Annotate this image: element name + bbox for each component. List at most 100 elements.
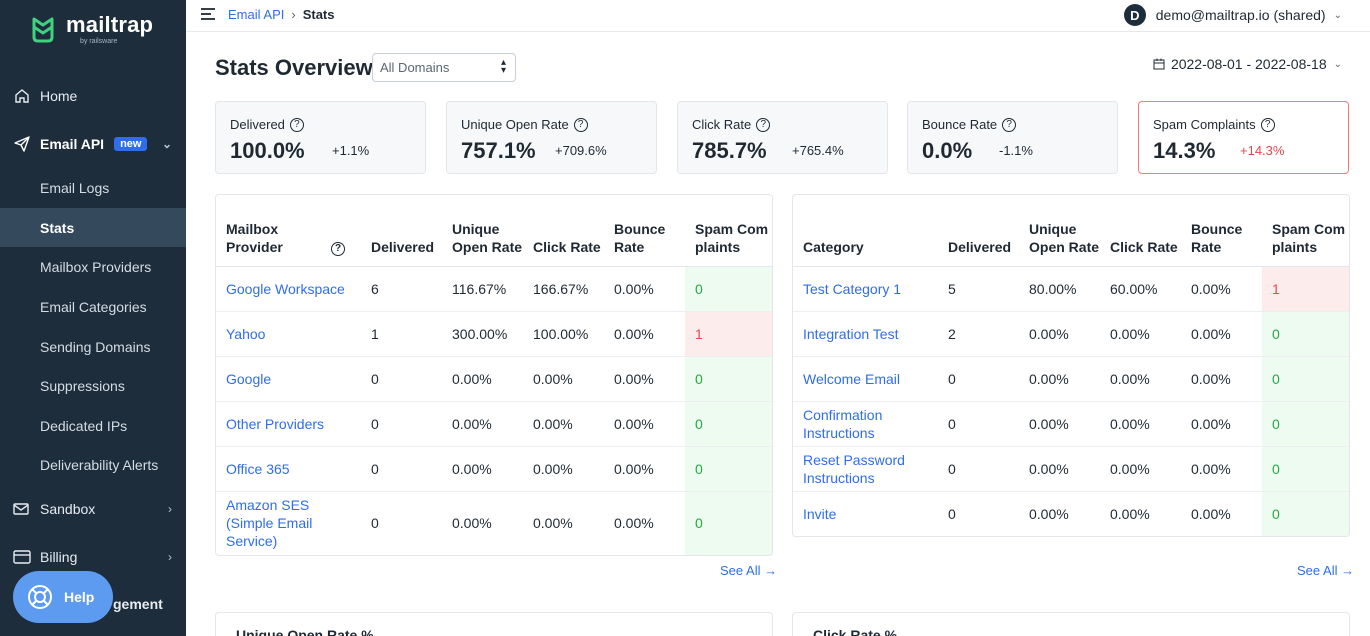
sidebar-item-deliverability-alerts[interactable]: Deliverability Alerts xyxy=(40,456,159,473)
table-cell: 0.00% xyxy=(604,401,685,447)
see-all-categories-link[interactable]: See All → xyxy=(1297,563,1355,578)
table-cell: 116.67% xyxy=(442,266,523,312)
table-cell: 0 xyxy=(361,401,442,447)
spam-cell: 1 xyxy=(1262,266,1349,312)
email-categories-table: Category Delivered Unique Open Rate Clic… xyxy=(792,194,1350,537)
chevron-down-icon: ⌄ xyxy=(1333,58,1342,70)
provider-link[interactable]: Yahoo xyxy=(216,311,361,357)
table-cell: 0.00% xyxy=(1100,446,1181,492)
logo-subtitle: by railsware xyxy=(80,38,118,45)
kpi-label: Spam Complaints xyxy=(1153,117,1256,132)
chart-title: Unique Open Rate % xyxy=(236,627,374,636)
spam-cell: 0 xyxy=(1262,491,1349,536)
mailtrap-logo-icon xyxy=(32,17,54,42)
help-icon[interactable]: ? xyxy=(1260,117,1275,132)
help-icon[interactable]: ? xyxy=(1002,117,1017,132)
breadcrumb: Email API › Stats xyxy=(228,7,335,22)
category-link[interactable]: Integration Test xyxy=(793,311,938,357)
nav-home[interactable]: Home xyxy=(0,76,186,116)
kpi-value: 757.1% xyxy=(461,138,536,163)
chevron-down-icon: ⌄ xyxy=(1333,9,1342,21)
table-cell: 0.00% xyxy=(614,515,654,532)
table-row: Welcome Email 0 0.00% 0.00% 0.00% 0 xyxy=(793,356,1349,402)
date-range-picker[interactable]: 2022-08-01 - 2022-08-18 ⌄ xyxy=(1153,56,1342,72)
table-cell: 0.00% xyxy=(1019,356,1100,402)
sidebar-item-sending-domains[interactable]: Sending Domains xyxy=(40,338,151,355)
table-row: Google 0 0.00% 0.00% 0.00% 0 xyxy=(216,356,772,402)
select-arrows-icon: ▴ ▾ xyxy=(500,57,506,76)
nav-email-api[interactable]: Email API new ⌄ xyxy=(0,124,186,164)
nav-sandbox[interactable]: Sandbox › xyxy=(0,489,186,529)
nav-home-label: Home xyxy=(40,88,78,104)
table-cell: 0.00% xyxy=(604,446,685,492)
table-row: Other Providers 0 0.00% 0.00% 0.00% 0 xyxy=(216,401,772,447)
account-menu[interactable]: D demo@mailtrap.io (shared) ⌄ xyxy=(1123,4,1342,26)
table-cell: 100.00% xyxy=(523,311,604,357)
kpi-delivered: Delivered? 100.0% +1.1% xyxy=(215,101,426,174)
sidebar-item-email-logs[interactable]: Email Logs xyxy=(40,179,110,196)
sidebar-item-stats[interactable]: Stats xyxy=(0,208,186,247)
kpi-label: Delivered xyxy=(230,117,285,132)
provider-link[interactable]: Google Workspace xyxy=(216,266,361,312)
table-cell: 1 xyxy=(361,311,442,357)
table-cell: 80.00% xyxy=(1019,266,1100,312)
table-row: Office 365 0 0.00% 0.00% 0.00% 0 xyxy=(216,446,772,492)
click-rate-chart-card: Click Rate % xyxy=(792,612,1350,636)
provider-link[interactable]: Amazon SES (Simple Email Service) xyxy=(226,497,313,550)
category-link[interactable]: Reset Password Instructions xyxy=(793,446,938,492)
help-icon[interactable]: ? xyxy=(756,117,771,132)
hamburger-menu-icon[interactable] xyxy=(200,7,216,21)
kpi-delta: -1.1% xyxy=(999,143,1033,158)
table-cell: 0.00% xyxy=(1191,505,1231,522)
column-header: Spam Complaints xyxy=(1262,195,1349,267)
table-cell: 0.00% xyxy=(442,401,523,447)
sidebar-item-suppressions[interactable]: Suppressions xyxy=(40,377,125,394)
nav-billing-label: Billing xyxy=(40,549,78,565)
sidebar-item-dedicated-ips[interactable]: Dedicated IPs xyxy=(40,417,128,434)
column-header: Spam Complaints xyxy=(685,195,772,267)
category-link[interactable]: Confirmation Instructions xyxy=(793,401,938,447)
table-cell: 0.00% xyxy=(1181,311,1262,357)
mailtrap-logo[interactable]: mailtrap by railsware xyxy=(28,14,153,45)
table-row: Yahoo 1 300.00% 100.00% 0.00% 1 xyxy=(216,311,772,357)
help-icon[interactable]: ? xyxy=(331,241,345,256)
table-cell: 0.00% xyxy=(1100,401,1181,447)
nav-account-management-label[interactable]: gement xyxy=(113,596,163,612)
kpi-spam-complaints: Spam Complaints? 14.3% +14.3% xyxy=(1138,101,1349,174)
table-cell: 0 xyxy=(361,356,442,402)
breadcrumb-email-api[interactable]: Email API xyxy=(228,7,285,22)
column-header: Click Rate xyxy=(1100,195,1181,267)
kpi-label: Bounce Rate xyxy=(922,117,998,132)
spam-cell: 0 xyxy=(1262,311,1349,357)
category-link[interactable]: Welcome Email xyxy=(793,356,938,402)
sidebar-item-mailbox-providers[interactable]: Mailbox Providers xyxy=(40,258,152,275)
new-badge: new xyxy=(114,137,148,151)
table-cell: 5 xyxy=(938,266,1019,312)
table-row: Test Category 1 5 80.00% 60.00% 0.00% 1 xyxy=(793,266,1349,312)
credit-card-icon xyxy=(13,548,31,566)
see-all-providers-link[interactable]: See All → xyxy=(720,563,778,578)
sidebar-item-email-categories[interactable]: Email Categories xyxy=(40,298,147,315)
category-link[interactable]: Test Category 1 xyxy=(793,266,938,312)
mailbox-providers-table: Mailbox Provider ? Delivered Unique Open… xyxy=(215,194,773,556)
table-cell: 60.00% xyxy=(1100,266,1181,312)
help-button[interactable]: Help xyxy=(13,571,113,623)
send-icon xyxy=(13,135,31,153)
table-cell: 0.00% xyxy=(1029,505,1069,522)
nav-billing[interactable]: Billing › xyxy=(0,537,186,577)
column-header: Category xyxy=(793,195,938,267)
provider-link[interactable]: Office 365 xyxy=(216,446,361,492)
unique-open-rate-chart-card: Unique Open Rate % xyxy=(215,612,773,636)
table-row: Confirmation Instructions 0 0.00% 0.00% … xyxy=(793,401,1349,447)
column-header: Mailbox Provider ? xyxy=(216,195,361,267)
table-cell: 300.00% xyxy=(442,311,523,357)
help-icon[interactable]: ? xyxy=(573,117,588,132)
logo-name: mailtrap xyxy=(66,12,154,37)
domain-select[interactable]: All Domains ▴ ▾ xyxy=(372,53,516,82)
column-header: Bounce Rate xyxy=(1181,195,1262,267)
provider-link[interactable]: Google xyxy=(216,356,361,402)
category-link[interactable]: Invite xyxy=(803,505,837,522)
help-icon[interactable]: ? xyxy=(289,117,304,132)
provider-link[interactable]: Other Providers xyxy=(216,401,361,447)
table-cell: 0.00% xyxy=(1100,311,1181,357)
